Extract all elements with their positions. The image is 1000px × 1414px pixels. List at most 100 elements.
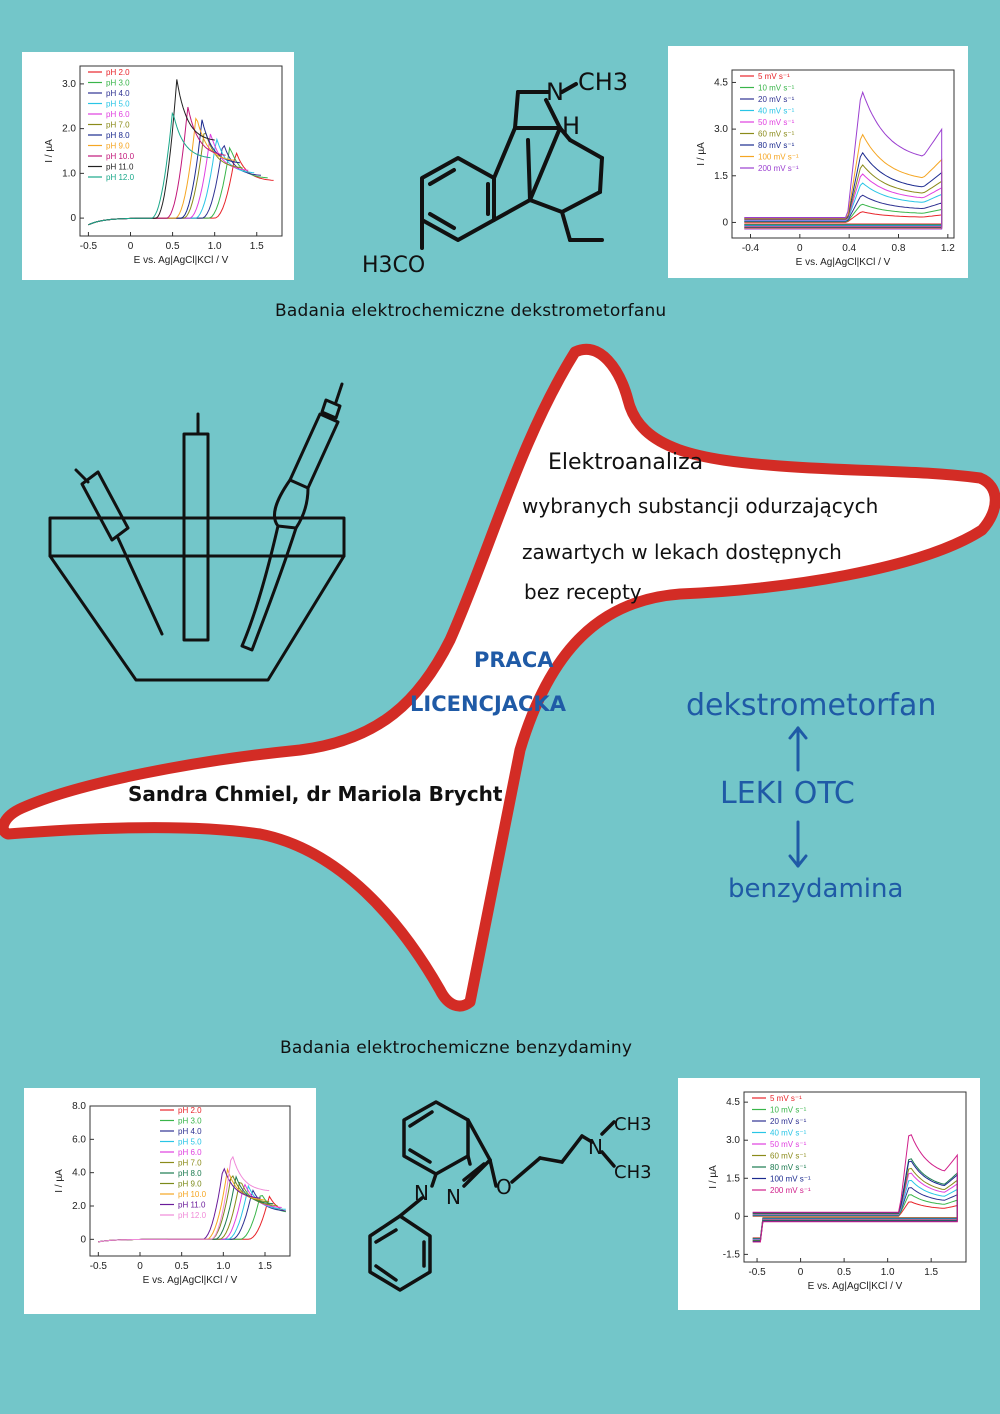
benzyd-n-label: N <box>588 1135 603 1159</box>
y-tick-label: 8.0 <box>72 1101 86 1112</box>
legend-label: pH 5.0 <box>178 1138 202 1147</box>
chart-benzyd-scan-panel: -0.5 0 0.5 1.0 1.5 -1.5 0 1.5 3.0 4.5 E vs. Ag|AgC… <box>678 1078 980 1310</box>
y-axis-label: I / µA <box>696 142 707 166</box>
x-tick-label: 0 <box>797 243 803 254</box>
dextromethorphan-structure: N CH3 H H3CO <box>362 68 628 278</box>
x-tick-label: 1.5 <box>258 1261 272 1272</box>
caption-top: Badania elektrochemiczne dekstrometorfan… <box>275 301 667 321</box>
y-axis-label: I / µA <box>708 1165 719 1189</box>
title-line-1: Elektroanaliza <box>548 450 704 475</box>
legend-label: 200 mV s⁻¹ <box>770 1186 811 1195</box>
x-tick-label: 1.0 <box>216 1261 230 1272</box>
legend-label: pH 7.0 <box>178 1159 202 1168</box>
legend-label: pH 6.0 <box>106 110 130 119</box>
legend-label: 80 mV s⁻¹ <box>770 1163 807 1172</box>
electrochemical-cell-drawing <box>48 382 346 682</box>
x-tick-label: 1.5 <box>250 241 264 252</box>
y-tick-label: 4.0 <box>72 1168 86 1179</box>
thesis-type-line-2: LICENCJACKA <box>410 692 566 716</box>
x-tick-label: 0 <box>798 1267 804 1278</box>
legend-label: pH 2.0 <box>106 68 130 77</box>
chart-dextro-ph-panel: -0.5 0 0.5 1.0 1.5 0 1.0 2.0 3.0 E vs. Ag|AgCl|KC… <box>22 52 294 280</box>
legend-label: 10 mV s⁻¹ <box>758 84 795 93</box>
legend-label: pH 12.0 <box>178 1211 207 1220</box>
x-tick-label: -0.5 <box>80 241 98 252</box>
y-tick-label: 4.5 <box>726 1097 740 1108</box>
legend-label: 100 mV s⁻¹ <box>770 1175 811 1184</box>
x-axis-label: E vs. Ag|AgCl|KCl / V <box>796 257 891 268</box>
chart-benzyd-scan: -0.5 0 0.5 1.0 1.5 -1.5 0 1.5 3.0 4.5 E vs. Ag|AgC… <box>708 1091 967 1292</box>
benzyd-ch3b-label: CH3 <box>614 1162 652 1183</box>
y-tick-label: 2.0 <box>72 1201 86 1212</box>
legend-label: 100 mV s⁻¹ <box>758 153 799 162</box>
benzyd-o-label: O <box>496 1175 512 1199</box>
x-tick-label: 0.4 <box>842 243 856 254</box>
y-tick-label: 0 <box>722 217 728 228</box>
plot-frame <box>89 1105 291 1257</box>
benzyd-ch3a-label: CH3 <box>614 1114 652 1135</box>
authors: Sandra Chmiel, dr Mariola Brycht <box>128 782 503 806</box>
legend-label: pH 12.0 <box>106 173 135 182</box>
y-tick-label: 1.5 <box>714 171 728 182</box>
legend-label: pH 11.0 <box>106 163 134 172</box>
legend-label: 50 mV s⁻¹ <box>758 118 795 127</box>
x-tick-label: 1.2 <box>941 243 955 254</box>
x-tick-label: -0.5 <box>748 1267 766 1278</box>
title-line-3: zawartych w lekach dostępnych <box>522 540 842 564</box>
arrow-up-icon <box>788 726 808 772</box>
legend-label: pH 7.0 <box>106 121 130 130</box>
chart-dextro-scan: -0.4 0 0.4 0.8 1.2 0 1.5 3.0 4.5 E vs. Ag|AgCl|KC… <box>696 69 955 268</box>
legend-label: pH 9.0 <box>106 142 130 151</box>
y-tick-label: 0 <box>80 1234 86 1245</box>
legend-label: 50 mV s⁻¹ <box>770 1140 807 1149</box>
legend-label: pH 10.0 <box>106 152 135 161</box>
x-axis-label: E vs. Ag|AgCl|KCl / V <box>134 255 229 266</box>
legend-label: 60 mV s⁻¹ <box>758 130 795 139</box>
chart-benzyd-ph: -0.5 0 0.5 1.0 1.5 0 2.0 4.0 6.0 8.0 E vs. Ag|AgCl… <box>54 1101 291 1286</box>
legend-label: pH 8.0 <box>178 1169 202 1178</box>
y-tick-label: 0 <box>734 1211 740 1222</box>
legend-label: pH 2.0 <box>178 1106 202 1115</box>
legend-label: pH 3.0 <box>106 79 130 88</box>
y-tick-label: 3.0 <box>726 1135 740 1146</box>
legend-label: pH 8.0 <box>106 131 130 140</box>
legend-label: pH 6.0 <box>178 1148 202 1157</box>
series-line <box>752 1134 958 1243</box>
legend-label: 40 mV s⁻¹ <box>770 1129 807 1138</box>
plot-frame <box>731 69 955 239</box>
benzydamine-structure: N N O N CH3 CH3 <box>368 1100 652 1292</box>
x-tick-label: 0 <box>128 241 134 252</box>
benzyd-n2-label: N <box>446 1185 461 1209</box>
dextro-n-label: N <box>546 78 564 106</box>
x-tick-label: -0.5 <box>90 1261 108 1272</box>
plot-frame <box>743 1091 967 1263</box>
x-tick-label: 1.5 <box>924 1267 938 1278</box>
legend-label: pH 11.0 <box>178 1201 206 1210</box>
y-tick-label: 3.0 <box>62 79 76 90</box>
y-axis-label: I / µA <box>54 1169 65 1193</box>
title-line-2: wybranych substancji odurzających <box>522 494 879 518</box>
y-tick-label: 6.0 <box>72 1134 86 1145</box>
series-line <box>88 111 211 226</box>
legend-label: 5 mV s⁻¹ <box>770 1094 802 1103</box>
thesis-type-line-1: PRACA <box>474 648 554 672</box>
caption-bottom: Badania elektrochemiczne benzydaminy <box>280 1038 633 1058</box>
plot-frame <box>79 65 283 237</box>
y-tick-label: 1.0 <box>62 168 76 179</box>
x-tick-label: 1.0 <box>881 1267 895 1278</box>
chart-dextro-ph: -0.5 0 0.5 1.0 1.5 0 1.0 2.0 3.0 E vs. Ag|AgCl|KC… <box>44 65 283 266</box>
y-tick-label: -1.5 <box>723 1249 741 1260</box>
legend-label: pH 4.0 <box>178 1127 202 1136</box>
legend-label: 80 mV s⁻¹ <box>758 141 795 150</box>
dextro-ch3-label: CH3 <box>578 68 628 96</box>
x-tick-label: 0.5 <box>166 241 180 252</box>
y-tick-label: 1.5 <box>726 1173 740 1184</box>
y-tick-label: 0 <box>70 213 76 224</box>
y-tick-label: 2.0 <box>62 124 76 135</box>
x-tick-label: 1.0 <box>208 241 222 252</box>
x-tick-label: 0 <box>137 1261 143 1272</box>
series-line <box>744 90 943 230</box>
legend-label: 10 mV s⁻¹ <box>770 1106 807 1115</box>
cv-outline-shape <box>0 344 1000 1012</box>
y-axis-label: I / µA <box>44 139 55 163</box>
